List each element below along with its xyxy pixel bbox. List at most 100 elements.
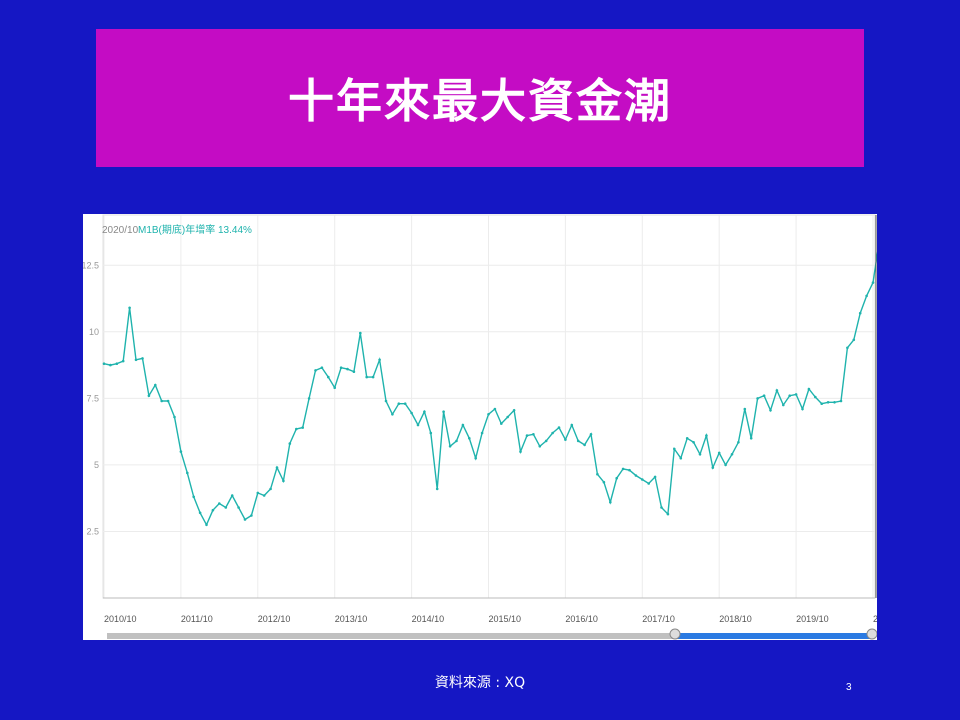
data-point — [653, 475, 657, 479]
data-point — [339, 366, 343, 369]
series-line — [103, 251, 877, 527]
data-point — [474, 456, 478, 460]
x-axis-ticks: 2010/10 2011/10 2012/10 2013/10 2014/10 2015/… — [103, 597, 877, 624]
data-point — [724, 463, 727, 467]
data-point — [365, 375, 369, 379]
data-point — [564, 438, 567, 441]
chart-scrollbar[interactable] — [107, 215, 877, 640]
data-point — [256, 491, 260, 495]
scrollbar-thumb[interactable] — [675, 633, 873, 639]
data-point — [429, 431, 433, 435]
data-point — [359, 331, 362, 335]
data-point — [557, 426, 561, 429]
data-point — [762, 394, 766, 397]
data-point — [749, 437, 753, 440]
y-tick-label: 7.5 — [86, 393, 99, 403]
x-tick-label: 2015/10 — [489, 614, 522, 624]
data-point — [698, 453, 702, 456]
x-tick-label: 2010/10 — [104, 614, 137, 624]
x-tick-label: 2012/10 — [258, 614, 291, 624]
chart-series-label: M1B(期底)年增率 13.44% — [138, 223, 252, 236]
data-point — [583, 443, 586, 447]
data-point — [468, 437, 471, 440]
scrollbar-left-handle[interactable] — [669, 628, 681, 640]
y-tick-label: 12.5 — [83, 260, 99, 270]
data-point — [551, 431, 554, 435]
data-point — [666, 512, 670, 516]
data-point — [230, 494, 234, 497]
data-point — [435, 487, 439, 491]
data-point — [794, 393, 798, 396]
slide-title: 十年來最大資金潮 — [288, 74, 672, 128]
data-point — [262, 494, 266, 497]
data-point — [346, 367, 349, 371]
data-point — [576, 439, 580, 443]
data-point — [839, 399, 843, 403]
data-point — [205, 523, 208, 527]
data-point — [121, 359, 125, 363]
data-point — [166, 399, 170, 403]
data-point — [769, 409, 772, 412]
chart-panel: 2.5 5 7.5 10 12.5 2010/10 2011/10 2012/10 2013/… — [83, 214, 877, 640]
data-point — [314, 369, 317, 372]
data-point — [858, 311, 862, 315]
data-point — [673, 447, 676, 451]
data-point — [250, 514, 253, 517]
data-point — [602, 480, 606, 484]
data-point — [282, 479, 285, 483]
data-point — [717, 451, 721, 455]
data-point — [519, 450, 522, 453]
data-point — [461, 423, 465, 427]
scrollbar-right-handle[interactable] — [866, 628, 877, 640]
data-point — [141, 357, 144, 360]
data-point — [352, 370, 356, 373]
y-tick-label: 10 — [89, 327, 99, 337]
data-point — [307, 397, 311, 400]
data-point — [102, 362, 106, 365]
data-point — [609, 500, 612, 504]
data-point — [589, 433, 593, 436]
data-point — [455, 439, 458, 443]
data-point — [634, 474, 638, 477]
source-caption: 資料來源 : XQ — [434, 675, 526, 691]
data-point — [480, 431, 484, 435]
data-point — [621, 467, 625, 471]
data-point — [301, 426, 304, 429]
data-point — [692, 441, 695, 444]
data-point — [378, 358, 381, 362]
data-point — [173, 415, 176, 419]
data-point — [532, 433, 535, 436]
title-banner: 十年來最大資金潮 — [96, 29, 864, 167]
scrollbar-track[interactable] — [107, 633, 675, 639]
data-point — [333, 386, 336, 389]
data-point — [756, 397, 759, 400]
data-point — [275, 466, 279, 469]
data-point — [852, 338, 856, 342]
data-point — [814, 395, 817, 399]
data-point — [371, 375, 375, 379]
chart-header-date: 2020/10 — [102, 225, 139, 236]
data-point — [647, 482, 650, 485]
data-point — [570, 423, 574, 427]
data-point — [410, 411, 413, 415]
data-point — [538, 445, 542, 448]
data-point — [224, 506, 228, 509]
data-point — [743, 407, 747, 411]
data-point — [397, 402, 401, 405]
data-point — [487, 413, 490, 416]
data-point — [243, 518, 247, 521]
data-point — [218, 502, 221, 505]
data-point — [596, 472, 599, 476]
data-point — [192, 495, 195, 499]
data-point — [679, 456, 683, 460]
data-point — [544, 439, 548, 443]
data-point — [160, 399, 163, 403]
data-point — [295, 427, 298, 431]
data-point — [512, 409, 516, 412]
data-point — [737, 441, 740, 444]
data-point — [826, 401, 830, 404]
data-point — [320, 366, 324, 369]
x-tick-label: 2018/10 — [719, 614, 752, 624]
x-tick-label: 2016/10 — [565, 614, 598, 624]
data-point — [730, 453, 734, 456]
